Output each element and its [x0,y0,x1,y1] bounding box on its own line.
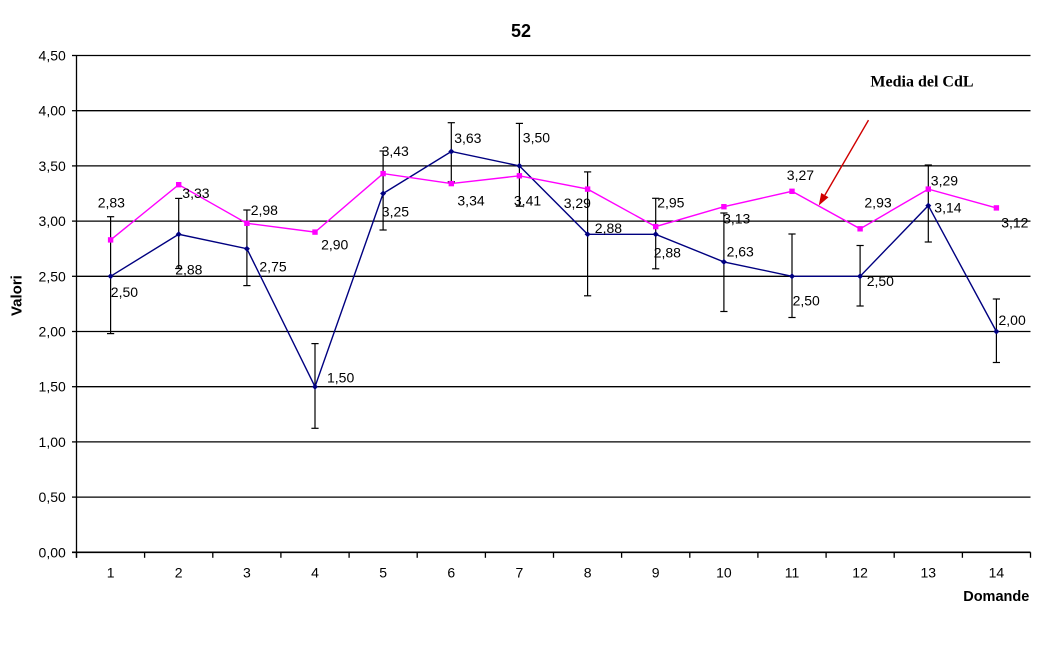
svg-text:Domande: Domande [963,589,1029,605]
svg-text:2,88: 2,88 [175,261,202,277]
svg-text:2,83: 2,83 [98,194,125,210]
svg-text:5: 5 [379,565,387,581]
svg-text:7: 7 [516,565,524,581]
svg-text:2,98: 2,98 [251,202,278,218]
svg-text:3,43: 3,43 [382,143,409,159]
svg-text:2,88: 2,88 [595,220,622,236]
svg-text:3,00: 3,00 [39,213,66,229]
svg-text:3,63: 3,63 [454,130,481,146]
svg-text:3,50: 3,50 [39,158,66,174]
svg-text:2,95: 2,95 [657,195,684,211]
svg-text:2,93: 2,93 [864,195,891,211]
svg-text:3,25: 3,25 [382,204,409,220]
svg-text:13: 13 [921,565,937,581]
svg-text:1,00: 1,00 [39,434,66,450]
svg-text:3,27: 3,27 [787,167,814,183]
svg-text:8: 8 [584,565,592,581]
svg-text:3,41: 3,41 [514,192,541,208]
svg-text:11: 11 [785,565,800,581]
svg-text:3,33: 3,33 [182,185,209,201]
svg-text:9: 9 [652,565,660,581]
svg-text:2,50: 2,50 [867,273,894,289]
svg-text:2,75: 2,75 [259,259,286,275]
svg-text:4,00: 4,00 [39,103,66,119]
svg-text:3,14: 3,14 [934,200,961,216]
svg-text:3: 3 [243,565,251,581]
svg-text:0,00: 0,00 [39,544,66,560]
svg-text:3,34: 3,34 [457,192,484,208]
svg-text:2,50: 2,50 [111,284,138,300]
svg-text:14: 14 [989,565,1005,581]
svg-text:2: 2 [175,565,183,581]
svg-text:2,00: 2,00 [999,312,1026,328]
svg-text:10: 10 [716,565,732,581]
svg-text:Media del CdL: Media del CdL [870,74,973,91]
svg-text:6: 6 [447,565,455,581]
svg-text:2,50: 2,50 [793,293,820,309]
svg-text:1,50: 1,50 [327,369,354,385]
svg-text:2,88: 2,88 [654,245,681,261]
svg-text:4,50: 4,50 [39,48,66,64]
svg-text:3,29: 3,29 [564,195,591,211]
svg-text:2,63: 2,63 [727,244,754,260]
svg-text:3,13: 3,13 [723,211,750,227]
svg-text:2,50: 2,50 [39,268,66,284]
svg-text:1: 1 [107,565,115,581]
svg-text:12: 12 [852,565,868,581]
svg-text:4: 4 [311,565,319,581]
svg-text:3,12: 3,12 [1001,215,1028,231]
svg-text:0,50: 0,50 [39,489,66,505]
svg-text:3,50: 3,50 [523,130,550,146]
svg-text:Valori: Valori [9,275,26,316]
svg-text:2,00: 2,00 [39,324,66,340]
svg-text:2,90: 2,90 [321,237,348,253]
svg-text:3,29: 3,29 [931,173,958,189]
svg-text:1,50: 1,50 [39,379,66,395]
svg-text:52: 52 [511,21,531,41]
